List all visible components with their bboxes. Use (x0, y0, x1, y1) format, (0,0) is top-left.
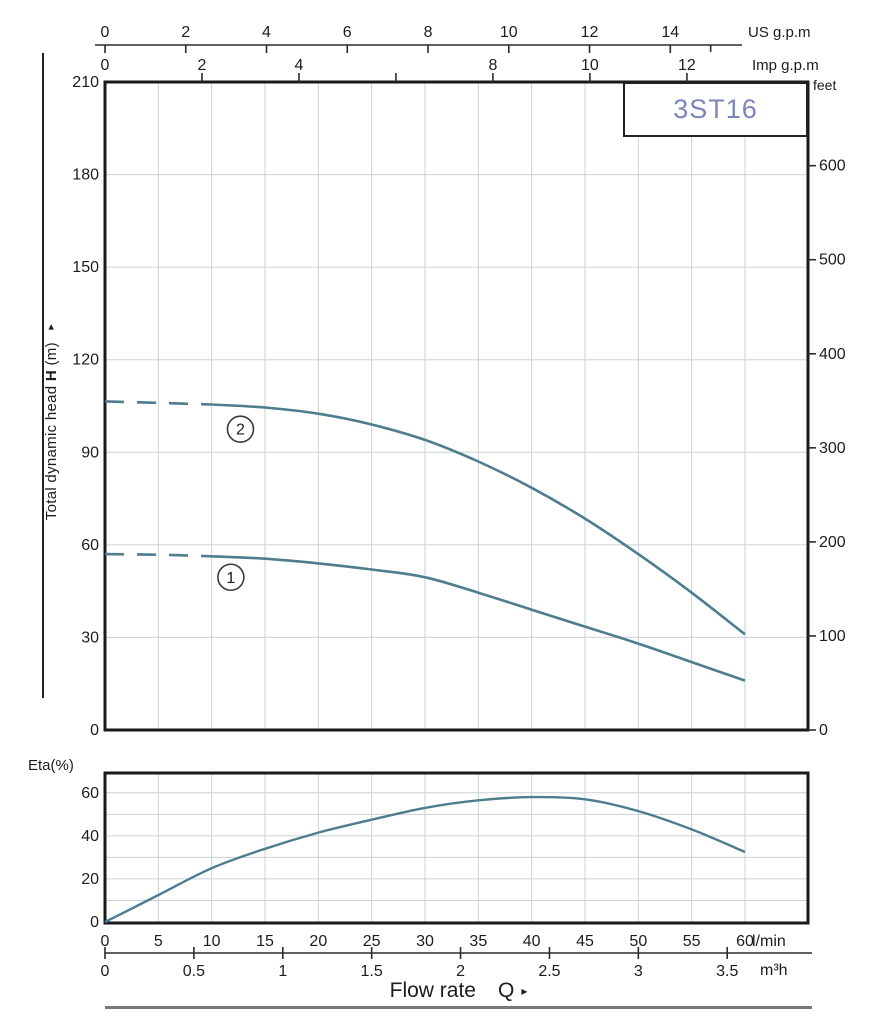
lmin-tick-label: 30 (416, 933, 434, 950)
flow-symbol: Q (497, 979, 515, 1002)
m3h-tick-label: 3.5 (716, 963, 738, 980)
y-axis-title-unit: (m) (43, 342, 60, 366)
head-plot-border (103, 80, 810, 732)
x-axis-title: Flow rate Q ▸ (105, 979, 812, 1003)
y-axis-title: Total dynamic head H (m) ▸ (43, 262, 63, 582)
us-tick-label: 0 (101, 24, 110, 41)
feet-tick-label: 0 (819, 722, 828, 739)
head-m-tick-label: 120 (72, 352, 99, 369)
head-m-tick-label: 60 (81, 537, 99, 554)
m3h-tick-label: 1.5 (361, 963, 383, 980)
us-tick-label: 14 (661, 24, 679, 41)
head-m-tick-label: 90 (81, 444, 99, 461)
lmin-tick-label: 10 (203, 933, 221, 950)
m3h-unit-label: m³h (760, 962, 788, 979)
eta-tick-label: 40 (81, 828, 99, 845)
lmin-tick-label: 40 (523, 933, 541, 950)
lmin-tick-label: 50 (629, 933, 647, 950)
imp-gpm-unit-label: Imp g.p.m (752, 57, 819, 74)
lmin-tick-label: 15 (256, 933, 274, 950)
head-m-tick-label: 180 (72, 167, 99, 184)
us-tick-label: 8 (424, 24, 433, 41)
eta-tick-label: 60 (81, 785, 99, 802)
m3h-tick-label: 2.5 (538, 963, 560, 980)
feet-tick-label: 200 (819, 534, 846, 551)
lmin-tick-label: 45 (576, 933, 594, 950)
flow-rate-text: Flow rate (389, 979, 476, 1002)
curve-badge-label-1: 1 (226, 570, 235, 587)
lmin-tick-label: 35 (469, 933, 487, 950)
imp-tick-label: 0 (101, 57, 110, 74)
footer-rule (105, 1006, 812, 1009)
lmin-unit-label: l/min (752, 933, 786, 950)
m3h-tick-label: 3 (634, 963, 643, 980)
eta-curve (104, 795, 746, 924)
imp-tick-label: 8 (488, 57, 497, 74)
curve-badge-2 (226, 415, 255, 443)
head-m-tick-label: 0 (90, 722, 99, 739)
up-arrow-icon: ▸ (45, 323, 57, 330)
lmin-tick-label: 20 (309, 933, 327, 950)
feet-unit-label: feet (813, 77, 837, 93)
head-curve-2-dashed (104, 400, 212, 406)
eta-tick-label: 20 (81, 871, 99, 888)
us-gpm-unit-label: US g.p.m (748, 24, 811, 41)
head-m-tick-label: 210 (72, 74, 99, 91)
right-arrow-icon: ▸ (521, 984, 528, 998)
lmin-tick-label: 0 (101, 933, 110, 950)
us-tick-label: 6 (343, 24, 352, 41)
feet-tick-label: 100 (819, 628, 846, 645)
feet-tick-label: 500 (819, 252, 846, 269)
m3h-tick-label: 2 (456, 963, 465, 980)
us-tick-label: 10 (500, 24, 518, 41)
imp-tick-label: 10 (581, 57, 599, 74)
eta-plot-border (103, 771, 810, 925)
y-axis-title-text: Total dynamic head (43, 385, 60, 521)
head-m-tick-label: 30 (81, 629, 99, 646)
lmin-tick-label: 25 (363, 933, 381, 950)
curve-badge-1 (217, 563, 245, 592)
y-axis-title-symbol: H (43, 369, 60, 382)
left-axis-line (42, 53, 44, 698)
us-tick-label: 4 (262, 24, 271, 41)
model-label: 3ST16 (673, 94, 758, 124)
us-tick-label: 2 (181, 24, 190, 41)
imp-tick-label: 12 (678, 57, 696, 74)
lmin-tick-label: 60 (736, 933, 754, 950)
lmin-tick-label: 5 (154, 933, 163, 950)
head-m-tick-label: 150 (72, 259, 99, 276)
feet-tick-label: 600 (819, 158, 846, 175)
eta-tick-label: 0 (90, 914, 99, 931)
m3h-tick-label: 1 (278, 963, 287, 980)
m3h-tick-label: 0.5 (183, 963, 205, 980)
m3h-tick-label: 0 (101, 963, 110, 980)
head-curve-2 (211, 403, 746, 636)
feet-tick-label: 400 (819, 346, 846, 363)
eta-axis-label: Eta(%) (28, 757, 74, 774)
imp-tick-label: 2 (198, 57, 207, 74)
head-curve-1 (211, 555, 746, 682)
feet-tick-label: 300 (819, 440, 846, 457)
curve-badge-label-2: 2 (236, 422, 245, 439)
model-box: 3ST16 (623, 82, 808, 137)
head-curve-1-dashed (104, 552, 212, 558)
us-tick-label: 12 (581, 24, 599, 41)
imp-tick-label: 4 (295, 57, 304, 74)
lmin-tick-label: 55 (683, 933, 701, 950)
